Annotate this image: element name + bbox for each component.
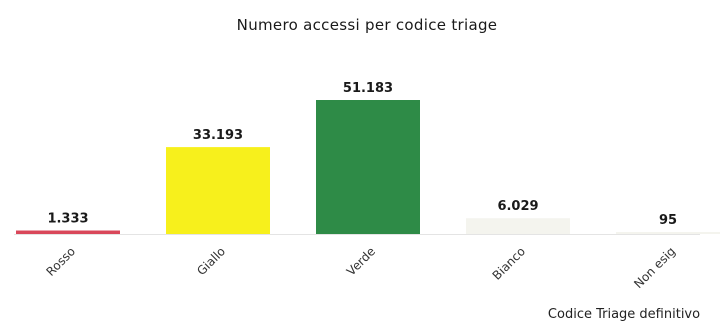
value-label-verde: 51.183: [343, 81, 393, 96]
tick-label-verde: Verde: [344, 244, 378, 278]
value-label-non-esig: 95: [659, 213, 677, 228]
value-label-giallo: 33.193: [193, 128, 243, 143]
tick-label-giallo: Giallo: [194, 244, 228, 278]
tick-label-bianco: Bianco: [490, 244, 529, 283]
tick-label-rosso: Rosso: [43, 244, 78, 279]
x-axis-title: Codice Triage definitivo: [548, 307, 700, 322]
plot-area: 1.333 Rosso 33.193 Giallo 51.183 Verde 6.029 Bi…: [14, 81, 720, 291]
bar-bianco: [466, 218, 570, 234]
chart-title: Numero accessi per codice triage: [237, 16, 498, 34]
bar-verde: [316, 100, 420, 234]
bar-non-esig: [616, 232, 720, 234]
bar-giallo: [166, 147, 270, 234]
tick-label-non-esig: Non esig: [631, 244, 678, 291]
bar-rosso: [16, 230, 120, 234]
value-label-bianco: 6.029: [497, 199, 538, 214]
value-label-rosso: 1.333: [47, 212, 88, 227]
